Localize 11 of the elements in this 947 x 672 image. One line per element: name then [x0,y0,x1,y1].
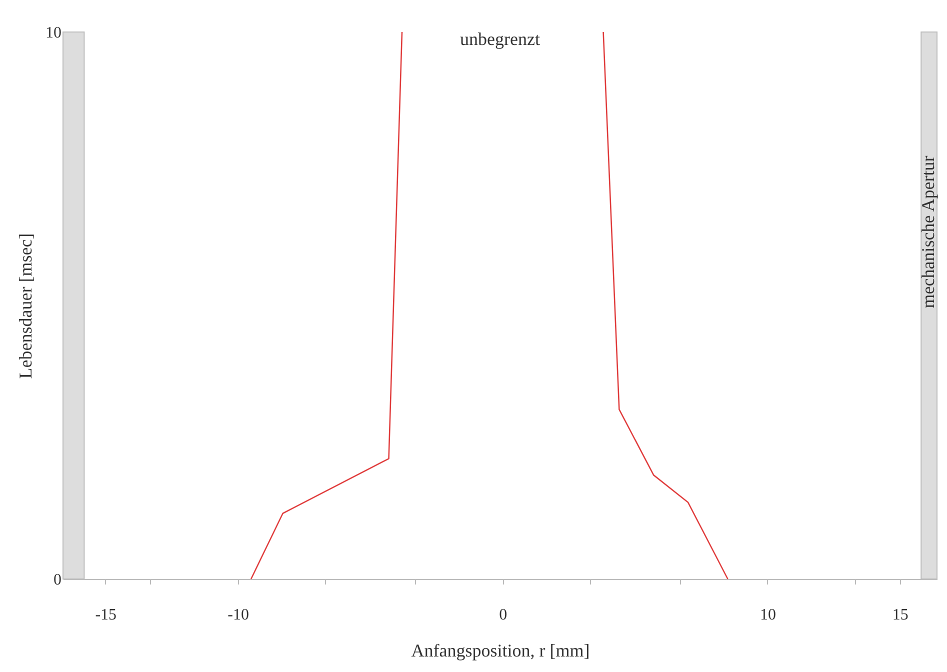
x-tick-label: -10 [228,606,249,624]
y-axis-title: Lebensdauer [msec] [16,233,36,379]
annotation: unbegrenzt [460,29,540,49]
x-tick-label: 10 [760,606,776,624]
x-tick-label: 15 [892,606,908,624]
band-label: mechanische Apertur [918,156,938,308]
x-tick-label: 0 [499,606,508,624]
line-series [250,31,403,580]
x-tick-label: -15 [95,606,117,624]
line-series [602,31,728,580]
x-axis-title: Anfangsposition, r [mm] [411,640,590,660]
